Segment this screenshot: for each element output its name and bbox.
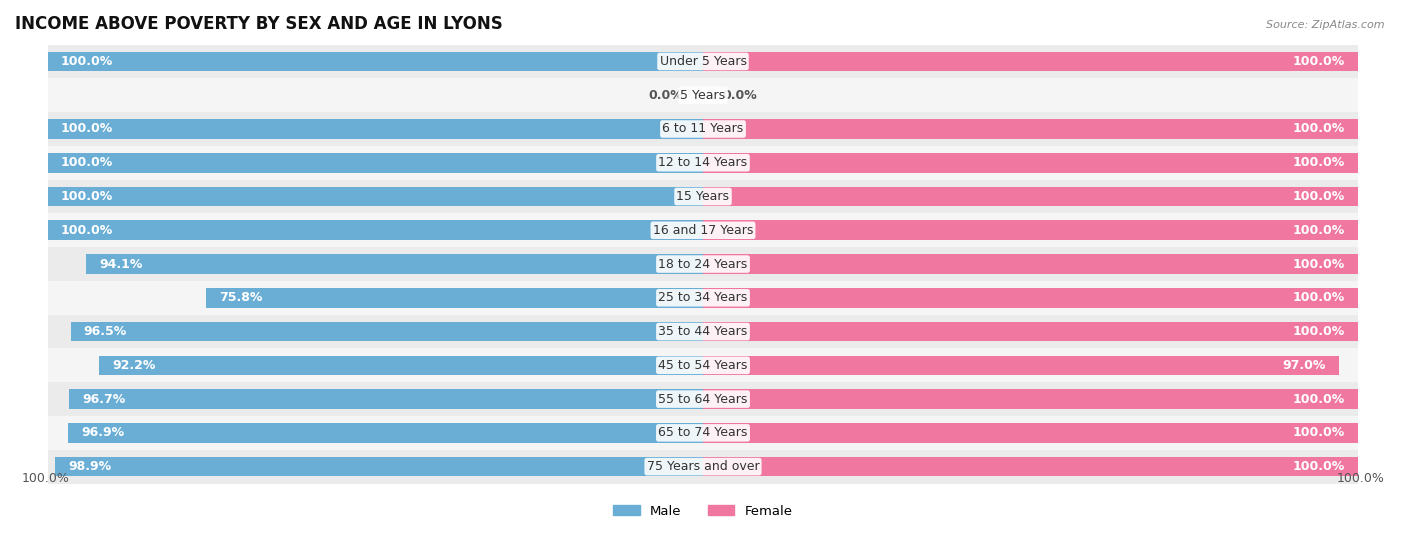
- Bar: [48, 45, 1358, 78]
- Bar: [703, 153, 1358, 173]
- Text: 96.9%: 96.9%: [82, 427, 124, 439]
- Text: 100.0%: 100.0%: [1294, 190, 1346, 203]
- Text: 15 Years: 15 Years: [676, 190, 730, 203]
- Bar: [48, 214, 1358, 247]
- Bar: [98, 356, 703, 375]
- Bar: [48, 281, 1358, 315]
- Text: 18 to 24 Years: 18 to 24 Years: [658, 258, 748, 271]
- Text: 5 Years: 5 Years: [681, 89, 725, 102]
- Text: 16 and 17 Years: 16 and 17 Years: [652, 224, 754, 237]
- Bar: [48, 382, 1358, 416]
- Text: 100.0%: 100.0%: [60, 190, 112, 203]
- Text: 0.0%: 0.0%: [723, 89, 758, 102]
- Bar: [703, 457, 1358, 476]
- Bar: [703, 288, 1358, 307]
- Bar: [67, 423, 703, 443]
- Bar: [703, 220, 1358, 240]
- Text: 98.9%: 98.9%: [67, 460, 111, 473]
- Bar: [703, 119, 1358, 139]
- Text: 55 to 64 Years: 55 to 64 Years: [658, 392, 748, 406]
- Text: 35 to 44 Years: 35 to 44 Years: [658, 325, 748, 338]
- Bar: [703, 51, 1358, 71]
- Text: 75.8%: 75.8%: [219, 291, 263, 304]
- Bar: [703, 187, 1358, 206]
- Text: 100.0%: 100.0%: [1294, 325, 1346, 338]
- Text: 100.0%: 100.0%: [1294, 122, 1346, 135]
- Text: 100.0%: 100.0%: [1294, 224, 1346, 237]
- Text: 100.0%: 100.0%: [1337, 472, 1385, 485]
- Text: 65 to 74 Years: 65 to 74 Years: [658, 427, 748, 439]
- Text: 75 Years and over: 75 Years and over: [647, 460, 759, 473]
- Text: 100.0%: 100.0%: [60, 157, 112, 169]
- Bar: [48, 315, 1358, 348]
- Text: 100.0%: 100.0%: [60, 224, 112, 237]
- Bar: [703, 356, 1339, 375]
- Bar: [48, 247, 1358, 281]
- Text: 100.0%: 100.0%: [1294, 460, 1346, 473]
- Bar: [48, 153, 703, 173]
- Bar: [207, 288, 703, 307]
- Text: 96.5%: 96.5%: [84, 325, 127, 338]
- Text: Source: ZipAtlas.com: Source: ZipAtlas.com: [1267, 20, 1385, 30]
- Text: 100.0%: 100.0%: [60, 122, 112, 135]
- Bar: [48, 146, 1358, 179]
- Bar: [48, 450, 1358, 484]
- Bar: [703, 322, 1358, 342]
- Text: 100.0%: 100.0%: [21, 472, 69, 485]
- Text: 96.7%: 96.7%: [83, 392, 125, 406]
- Bar: [703, 423, 1358, 443]
- Text: 100.0%: 100.0%: [1294, 427, 1346, 439]
- Legend: Male, Female: Male, Female: [607, 499, 799, 523]
- Bar: [48, 179, 1358, 214]
- Text: 0.0%: 0.0%: [648, 89, 683, 102]
- Bar: [48, 51, 703, 71]
- Text: 100.0%: 100.0%: [1294, 258, 1346, 271]
- Bar: [48, 416, 1358, 450]
- Text: 6 to 11 Years: 6 to 11 Years: [662, 122, 744, 135]
- Text: 25 to 34 Years: 25 to 34 Years: [658, 291, 748, 304]
- Bar: [48, 119, 703, 139]
- Text: 100.0%: 100.0%: [1294, 291, 1346, 304]
- Text: 100.0%: 100.0%: [1294, 392, 1346, 406]
- Bar: [48, 220, 703, 240]
- Text: 97.0%: 97.0%: [1282, 359, 1326, 372]
- Text: 92.2%: 92.2%: [112, 359, 155, 372]
- Text: 100.0%: 100.0%: [1294, 55, 1346, 68]
- Text: INCOME ABOVE POVERTY BY SEX AND AGE IN LYONS: INCOME ABOVE POVERTY BY SEX AND AGE IN L…: [15, 15, 503, 33]
- Text: Under 5 Years: Under 5 Years: [659, 55, 747, 68]
- Text: 100.0%: 100.0%: [60, 55, 112, 68]
- Bar: [48, 112, 1358, 146]
- Bar: [48, 348, 1358, 382]
- Bar: [703, 254, 1358, 274]
- Bar: [48, 187, 703, 206]
- Bar: [70, 322, 703, 342]
- Text: 45 to 54 Years: 45 to 54 Years: [658, 359, 748, 372]
- Text: 94.1%: 94.1%: [100, 258, 143, 271]
- Bar: [55, 457, 703, 476]
- Text: 12 to 14 Years: 12 to 14 Years: [658, 157, 748, 169]
- Bar: [703, 389, 1358, 409]
- Text: 100.0%: 100.0%: [1294, 157, 1346, 169]
- Bar: [48, 78, 1358, 112]
- Bar: [86, 254, 703, 274]
- Bar: [69, 389, 703, 409]
